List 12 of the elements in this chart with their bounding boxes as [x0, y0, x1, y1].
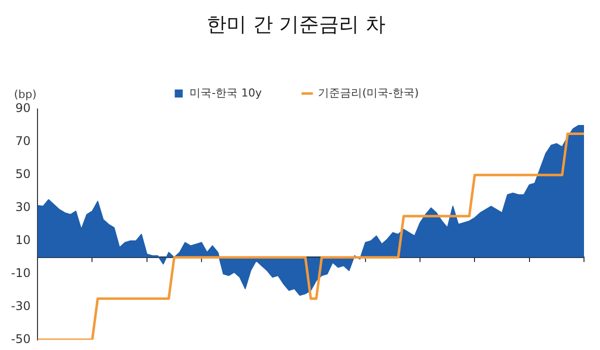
- legend-label: 기준금리(미국-한국): [318, 86, 419, 100]
- y-tick-label: -50: [10, 332, 31, 346]
- y-tick-label: 50: [15, 167, 31, 182]
- y-tick-label: 90: [15, 101, 31, 116]
- y-tick-label: -30: [10, 298, 31, 313]
- y-tick-label: 10: [15, 233, 31, 248]
- y-axis-title: (bp): [14, 88, 37, 101]
- y-tick-label: 70: [15, 134, 31, 148]
- y-tick-label: 30: [15, 200, 31, 214]
- y-tick-label: -10: [10, 266, 31, 280]
- legend-label: 미국-한국 10y: [190, 86, 262, 100]
- chart-title: 한미 간 기준금리 차: [206, 12, 386, 36]
